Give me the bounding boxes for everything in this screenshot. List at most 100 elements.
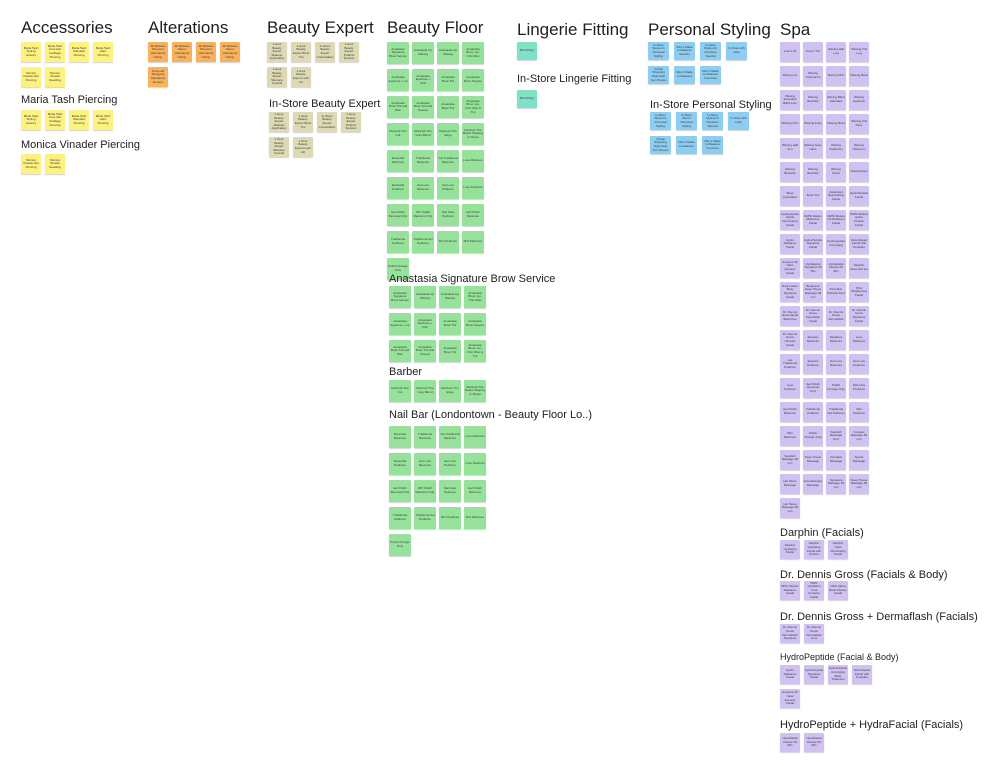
sticky-note[interactable]: Virtual Shopping Style Help Gen Pieces	[650, 136, 671, 154]
sticky-note[interactable]: Waxing Full Leg	[849, 42, 869, 62]
sticky-note[interactable]: Darphin Glow Illuminating Facial	[828, 540, 848, 559]
section-title-instore-lingerie[interactable]: In-Store Lingerie Fitting	[517, 73, 632, 85]
sticky-note[interactable]: Men's Made to Measure	[676, 136, 697, 154]
sticky-note[interactable]: Anastasia Lip Waxing	[437, 42, 459, 64]
sticky-note[interactable]: 1 Hour Beauty Expert Brow Tint	[293, 112, 313, 132]
sticky-note[interactable]: Traditional Gel Pedicure	[826, 402, 846, 422]
sticky-note[interactable]: Anastasia Brow, Lip, Chin Wax	[464, 286, 486, 308]
sticky-note[interactable]: Waxing Eyebrow	[849, 90, 869, 110]
section-title-hydropeptide[interactable]: HydroPeptide (Facial & Body)	[780, 652, 899, 662]
sticky-note[interactable]: HydroPeptide Signature Facial	[804, 665, 824, 684]
sticky-note[interactable]: Waxing Ears	[849, 162, 869, 182]
sticky-note[interactable]: Nail Care Pedicure	[437, 204, 459, 226]
sticky-note[interactable]: Waxing Nose Hairs	[803, 138, 823, 158]
sticky-note[interactable]: Anastasia Signature Brow Service	[387, 42, 409, 64]
sticky-note[interactable]: Virtual Shopping Style Help Gen Pieces	[648, 66, 669, 84]
sticky-note[interactable]: HydroPeptide Anti-Aging Body Treatment	[828, 665, 848, 684]
sticky-note[interactable]: Deep Tissue Massage 60 min	[849, 474, 869, 494]
section-title-beauty-expert[interactable]: Beauty Expert	[267, 18, 374, 37]
sticky-note[interactable]: OPI Polish Manicure Only	[412, 204, 434, 226]
sticky-note[interactable]: Glow Repair Facial with Peptides	[849, 234, 869, 254]
sticky-note[interactable]: Prenatal Massage	[826, 450, 846, 470]
sticky-note[interactable]: Gel Luxe Manicure	[826, 354, 846, 374]
sticky-note[interactable]: Essential Manicure	[387, 150, 409, 172]
sticky-note[interactable]: Waxing Buttocks	[780, 162, 800, 182]
sticky-note[interactable]: Dr. Dennis Gross Dermaflash Luxe	[804, 624, 824, 643]
sticky-note[interactable]: Hydropeptide Quick Illuminating Facial	[780, 210, 800, 230]
sticky-note[interactable]: Mini Manicure	[780, 426, 800, 446]
section-title-beauty-floor[interactable]: Beauty Floor	[387, 18, 484, 37]
sticky-note[interactable]: Personal Shopping Alterations Session	[148, 67, 168, 87]
sticky-note[interactable]: DDG Vitamin Radiance Facial	[780, 581, 800, 600]
sticky-note[interactable]: Waxing Chest	[826, 162, 846, 182]
sticky-note[interactable]: Express 30 Glow Express Facial	[780, 689, 800, 708]
sticky-note[interactable]: Waxing Brazilian	[803, 162, 823, 182]
sticky-note[interactable]: Anastasia Brow Tint and Wax	[387, 96, 409, 118]
sticky-note[interactable]: Anastasia Eyebrow + Lip	[387, 69, 409, 91]
sticky-note[interactable]: Men's Made to Measure Session	[674, 42, 695, 60]
sticky-note[interactable]: Essential Pedicure	[389, 453, 411, 475]
sticky-note[interactable]: Gel Luxe Manicure	[412, 177, 434, 199]
sticky-note[interactable]: Brow Lamination	[780, 186, 800, 206]
sticky-note[interactable]: Dr. Dennis Gross Ultimate Facial	[780, 330, 800, 350]
sticky-note[interactable]: Anastasia Brow Tint and Tweeze	[414, 340, 436, 362]
sticky-note[interactable]: Murdock The Edge	[439, 380, 461, 402]
sticky-note[interactable]: Anastasia Signature Brow Service	[389, 286, 411, 308]
sticky-note[interactable]: Waxing Full Face	[849, 114, 869, 134]
sticky-note[interactable]: Monica Vinader Ear Piercing	[21, 154, 41, 174]
section-title-spa[interactable]: Spa	[780, 20, 811, 39]
section-title-accessories[interactable]: Accessories	[21, 18, 113, 37]
sticky-note[interactable]: Dr. Dennis Gross Spectralite Facial	[803, 306, 823, 326]
sticky-note[interactable]: Maria Tash Styling Jewelry	[21, 42, 41, 62]
sticky-note[interactable]: Polish Change Only	[803, 426, 823, 446]
sticky-note[interactable]: DDG Hydration Cool Complex Facial	[804, 581, 824, 600]
sticky-note[interactable]: Anastasia Brow Tweeze	[462, 69, 484, 91]
sticky-note[interactable]: Signature Manicure	[826, 330, 846, 350]
sticky-note[interactable]: Anastasia Brow Tint	[437, 69, 459, 91]
sticky-note[interactable]: Hydrafacial Deluxe 50 Min	[804, 733, 824, 752]
sticky-note[interactable]: Anastasia Lip Waxing	[414, 286, 436, 308]
sticky-note[interactable]: Waxing Brazilian	[803, 90, 823, 110]
sticky-note[interactable]: OMNI Mature Makeover Facial	[803, 210, 823, 230]
sticky-note[interactable]: Traditional Pedicure	[389, 507, 411, 529]
section-title-hydropeptide-hydrafacial[interactable]: HydroPeptide + HydraFacial (Facials)	[780, 719, 964, 731]
sticky-note[interactable]: Swedish Massage 90 min	[780, 450, 800, 470]
sticky-note[interactable]: Dr. Dennis Gross Alpha Beta Peel	[780, 306, 800, 326]
section-title-darphin[interactable]: Darphin (Facials)	[780, 527, 864, 539]
sticky-note[interactable]: Waxing Chin	[826, 66, 846, 86]
sticky-note[interactable]: Men's Made to Measure Overview	[702, 136, 723, 154]
sticky-note[interactable]: Waxing Back	[849, 66, 869, 86]
sticky-note[interactable]: Gel Polish Manicure	[464, 480, 486, 502]
sticky-note[interactable]: Luxe Manicure	[462, 150, 484, 172]
sticky-note[interactable]: Gel Polish Removal Only	[389, 480, 411, 502]
section-title-maria-tash[interactable]: Maria Tash Piercing	[21, 94, 118, 106]
sticky-note[interactable]: DDG Alpha Beta Infusion Facial	[828, 581, 848, 600]
sticky-note[interactable]: Anastasia Eyebrow + Chin	[412, 69, 434, 91]
sticky-note[interactable]: Hydro Radiance Facial	[780, 665, 800, 684]
sticky-note[interactable]: Polish Change Only	[389, 534, 411, 556]
sticky-note[interactable]: Polish Change Only	[387, 258, 409, 280]
sticky-note[interactable]: Deep Tissue Massage	[803, 450, 823, 470]
sticky-note[interactable]: Mini Pedicure	[437, 231, 459, 253]
sticky-note[interactable]: Hot Stone Massage	[780, 474, 800, 494]
sticky-note[interactable]: Couples Massage 60 min	[849, 426, 869, 446]
sticky-note[interactable]: 1 Hour Beauty Expert Makeup Application	[269, 112, 289, 132]
sticky-note[interactable]: Express 30 Glow Express Facial	[780, 258, 800, 278]
sticky-note[interactable]: Anastasia Brow Tweeze	[464, 313, 486, 335]
sticky-note[interactable]: In-Store Gift Help	[726, 42, 747, 60]
sticky-note[interactable]: In-Store Women's Personal Styling	[648, 42, 669, 60]
sticky-note[interactable]: Gel Polish Manicure	[780, 402, 800, 422]
sticky-note[interactable]: OMNI Mature Lift Radiance Facial	[826, 210, 846, 230]
sticky-note[interactable]: Monica Vinader Needling	[45, 154, 65, 174]
sticky-note[interactable]: Waxing Abdomen	[849, 138, 869, 158]
sticky-note[interactable]: Traditional Pedicure	[387, 231, 409, 253]
sticky-note[interactable]: OPI Polish Manicure Only	[414, 480, 436, 502]
sticky-note[interactable]: Traditional Manicure	[412, 150, 434, 172]
sticky-note[interactable]: Maria Tash Styling Jewelry	[21, 110, 41, 130]
sticky-note[interactable]: Gel Luxe Pedicure	[849, 354, 869, 374]
sticky-note[interactable]: Anastasia Brow, Lip, Chin Wax & Tint	[464, 340, 486, 362]
sticky-note[interactable]: 1 Hour Beauty Expert Lash Lift	[291, 67, 311, 87]
sticky-note[interactable]: Anastasia Lip Waxing	[439, 286, 461, 308]
sticky-note[interactable]: Maria Tash Inner Ear Cartilage Piercing	[45, 42, 65, 62]
